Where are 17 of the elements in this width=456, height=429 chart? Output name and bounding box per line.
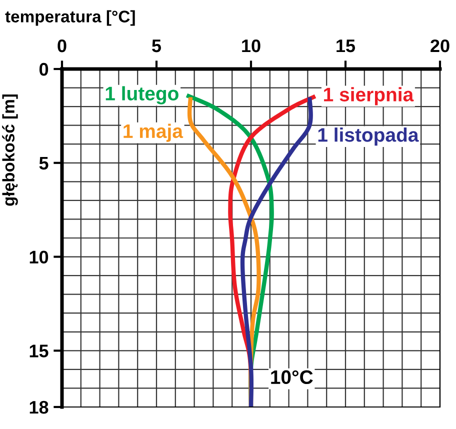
y-tick-label: 15: [30, 344, 48, 358]
y-axis-title: głębokość [m]: [2, 94, 18, 206]
x-tick-label: 20: [430, 39, 450, 52]
series-label: 1 maja: [124, 124, 184, 142]
x-tick-label: 0: [58, 39, 66, 52]
x-axis-title: temperatura [°C]: [5, 10, 135, 26]
series-label: 1 listopada: [318, 128, 419, 146]
y-tick-label: 5: [39, 157, 48, 170]
series-label: 1 sierpnia: [324, 87, 414, 106]
x-tick-label: 10: [242, 39, 260, 52]
x-tick-label: 15: [336, 40, 356, 52]
x-tick-label: 5: [152, 40, 162, 52]
series-label: 1 lutego: [106, 86, 178, 104]
annotation: 10°C: [271, 370, 313, 384]
y-tick-label: 18: [30, 400, 48, 414]
y-tick-label: 10: [30, 250, 48, 264]
y-tick-label: 0: [39, 62, 48, 76]
